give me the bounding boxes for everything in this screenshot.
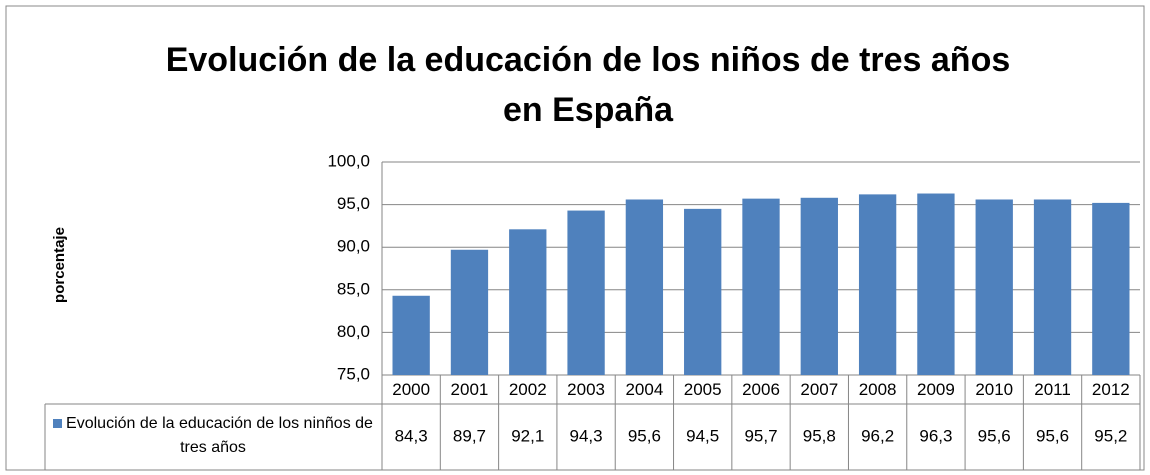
bar xyxy=(975,199,1013,375)
x-tick-label: 2009 xyxy=(917,380,955,399)
bar xyxy=(800,197,838,375)
bar xyxy=(684,208,722,375)
y-tick-label: 95,0 xyxy=(337,194,370,213)
y-tick-label: 85,0 xyxy=(337,279,370,298)
x-tick-label: 2006 xyxy=(742,380,780,399)
y-axis-label: porcentaje xyxy=(51,227,68,303)
y-tick-label: 75,0 xyxy=(337,364,370,383)
value-label: 94,3 xyxy=(570,426,603,445)
x-tick-label: 2000 xyxy=(392,380,430,399)
bar xyxy=(450,249,489,375)
bar xyxy=(625,199,664,375)
value-label: 95,6 xyxy=(628,426,661,445)
value-label: 95,6 xyxy=(1036,426,1069,445)
legend: Evolución de la educación de los ninños … xyxy=(48,412,378,460)
legend-marker xyxy=(53,419,63,428)
x-tick-label: 2004 xyxy=(625,380,663,399)
x-tick-label: 2012 xyxy=(1092,380,1130,399)
y-tick-label: 90,0 xyxy=(337,237,370,256)
bar xyxy=(567,210,605,375)
value-label: 84,3 xyxy=(395,426,428,445)
legend-label: Evolución de la educación de los ninños … xyxy=(66,415,373,456)
value-label: 95,8 xyxy=(803,426,836,445)
y-tick-label: 100,0 xyxy=(327,151,370,170)
value-label: 89,7 xyxy=(453,426,486,445)
value-label: 95,7 xyxy=(744,426,777,445)
bar xyxy=(742,198,780,375)
bar xyxy=(858,194,897,375)
x-tick-label: 2011 xyxy=(1034,380,1071,399)
bar xyxy=(509,229,547,375)
x-tick-label: 2010 xyxy=(975,380,1013,399)
bar xyxy=(392,295,430,375)
bar xyxy=(917,193,955,375)
chart-title: Evolución de la educación de los niños d… xyxy=(166,41,1011,79)
y-tick-label: 80,0 xyxy=(337,322,370,341)
x-tick-label: 2003 xyxy=(567,380,605,399)
value-label: 96,3 xyxy=(919,426,952,445)
x-tick-label: 2007 xyxy=(800,380,838,399)
x-tick-label: 2005 xyxy=(684,380,722,399)
bar xyxy=(1092,202,1130,375)
value-label: 96,2 xyxy=(861,426,894,445)
x-tick-label: 2008 xyxy=(859,380,897,399)
value-label: 92,1 xyxy=(511,426,544,445)
value-label: 95,2 xyxy=(1094,426,1127,445)
chart-title-line2: en España xyxy=(503,91,674,129)
value-label: 94,5 xyxy=(686,426,719,445)
x-tick-label: 2001 xyxy=(451,380,489,399)
x-tick-label: 2002 xyxy=(509,380,547,399)
value-label: 95,6 xyxy=(978,426,1011,445)
bar xyxy=(1033,199,1072,375)
